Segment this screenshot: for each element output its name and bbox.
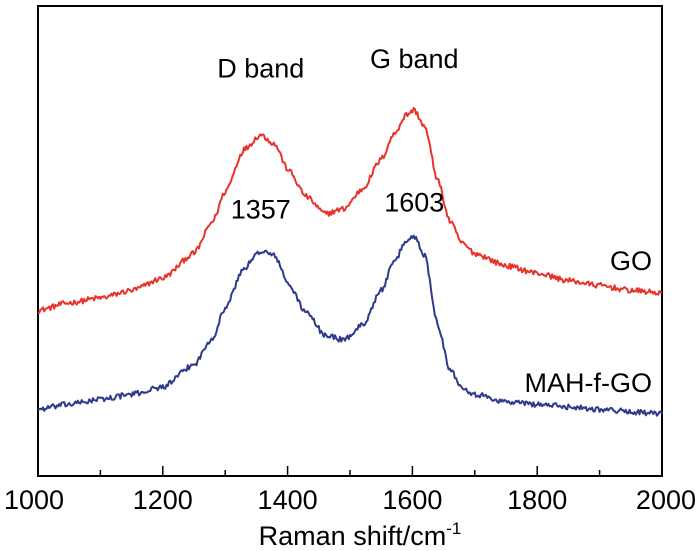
x-tick-label: 2000	[636, 485, 696, 515]
curve-labels-layer: GO MAH-f-GO	[525, 246, 653, 398]
series-line-go	[37, 107, 663, 314]
curve-label-go: GO	[610, 246, 652, 276]
x-tick-label: 1800	[507, 485, 567, 515]
x-tick-label: 1600	[382, 485, 442, 515]
x-tick-label: 1400	[258, 485, 318, 515]
series-line-mah-f-go	[37, 234, 663, 417]
x-tick-label: 1200	[133, 485, 193, 515]
x-axis-label: Raman shift/cm-1	[259, 519, 462, 551]
x-axis-label-superscript: -1	[446, 519, 461, 538]
annotation-1603: 1603	[384, 187, 444, 217]
x-axis-ticks: 1000 1200 1400 1600 1800 2000	[4, 466, 696, 515]
x-tick-label: 1000	[4, 485, 64, 515]
series-layer	[37, 107, 663, 417]
annotation-1357: 1357	[231, 195, 291, 225]
annotations-layer: D band G band 1357 1603	[217, 44, 458, 225]
annotation-g-band: G band	[370, 44, 459, 74]
curve-label-mah-f-go: MAH-f-GO	[525, 368, 653, 398]
annotation-d-band: D band	[217, 54, 304, 84]
